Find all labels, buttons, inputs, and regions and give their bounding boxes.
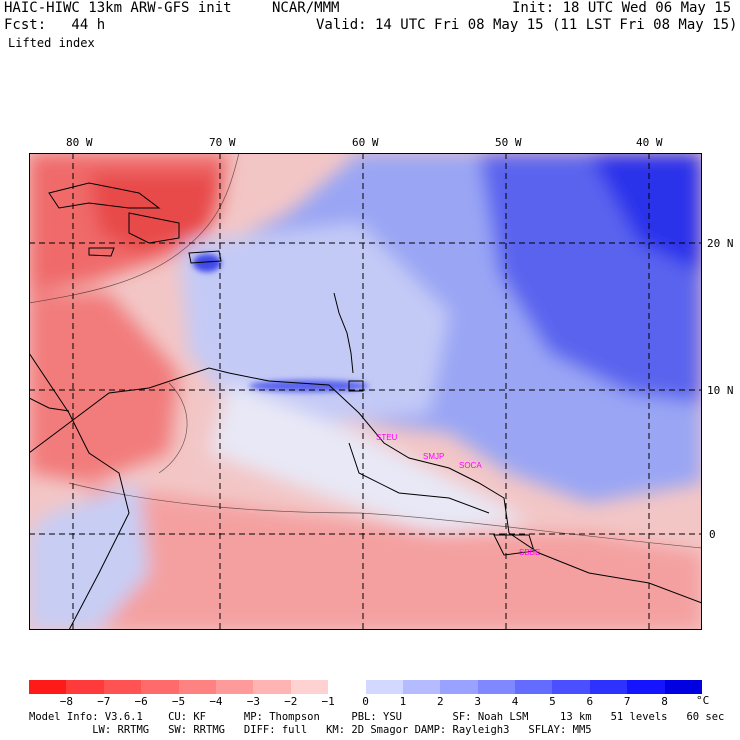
field-name: Lifted index [8, 36, 95, 50]
station-sbbe: SBBE [519, 548, 540, 557]
colorbar-swatch [215, 680, 254, 694]
colorbar-tick-label: 4 [511, 695, 519, 708]
colorbar-tick-label: −7 [97, 695, 111, 708]
colorbar-tick-label: 7 [623, 695, 631, 708]
lon-label-60w: 60 W [352, 136, 379, 149]
colorbar-swatch [402, 680, 441, 694]
lon-label-70w: 70 W [209, 136, 236, 149]
neutral-band [209, 383, 529, 533]
colorbar-swatch [290, 680, 329, 694]
colorbar-tick-label: −2 [284, 695, 298, 708]
colorbar-swatch [515, 680, 553, 694]
panama-coastline [29, 397, 70, 412]
colorbar-tick-label: −4 [209, 695, 223, 708]
lon-label-50w: 50 W [495, 136, 522, 149]
weak-stable-band [179, 223, 449, 423]
puerto-rico-coastline [188, 250, 222, 264]
colorbar-swatch [66, 680, 105, 694]
forecast-hour: Fcst: 44 h [4, 17, 106, 33]
lat-label-equator: 0 [709, 528, 716, 541]
colorbar-tick-label: 5 [549, 695, 556, 708]
model-info-line1: Model Info: V3.6.1 CU: KF MP: Thompson P… [29, 711, 725, 723]
colorbar-tick-label: 3 [474, 695, 481, 708]
lat-label-20n: 20 N [707, 237, 734, 250]
colorbar-swatch [365, 680, 404, 694]
colorbar-tick-label: −8 [59, 695, 73, 708]
colorbar-tick-label: −3 [246, 695, 260, 708]
station-soca: SOCA [459, 461, 482, 470]
puerto-rico-stable-patch [193, 254, 221, 272]
colorbar-tick-label: 2 [436, 695, 444, 708]
graticule [29, 153, 702, 630]
colorbar-swatch [440, 680, 479, 694]
amazon-unstable-region [69, 483, 702, 630]
colorbar-swatch [103, 680, 142, 694]
colorbar-tick-label: 0 [362, 695, 369, 708]
cuba-coastline [48, 182, 161, 209]
organization-label: NCAR/MMM [272, 0, 340, 16]
trinidad-coastline [348, 380, 364, 392]
colorbar-swatch [178, 680, 217, 694]
central-america-coastline [29, 352, 130, 630]
colorbar-swatch [253, 680, 292, 694]
colorbar-tick-label: 8 [661, 695, 668, 708]
jamaica-coastline [88, 247, 115, 257]
map-frame [29, 153, 702, 630]
colorbar-tick-label: 1 [399, 695, 407, 708]
station-smjp: SMJP [423, 452, 444, 461]
colorbar-swatch [477, 680, 516, 694]
lat-label-10n: 10 N [707, 384, 734, 397]
colorbar-swatch [328, 680, 366, 694]
station-steu: STEU [376, 433, 398, 442]
coastlines [29, 182, 702, 630]
plot-title: HAIC-HIWC 13km ARW-GFS init [4, 0, 232, 16]
amazon-delta-coastline [493, 534, 535, 556]
colorbar-tick-label: −6 [134, 695, 148, 708]
colorbar-swatch [627, 680, 666, 694]
lon-label-40w: 40 W [636, 136, 663, 149]
colorbar-swatch [141, 680, 180, 694]
colorbar [29, 680, 703, 694]
lon-label-80w: 80 W [66, 136, 93, 149]
hispaniola-coastline [128, 212, 180, 244]
init-time: Init: 18 UTC Wed 06 May 15 [512, 0, 732, 16]
colorbar-swatch [552, 680, 591, 694]
lesser-antilles-coastline [333, 292, 354, 374]
model-info-line2: LW: RRTMG SW: RRTMG DIFF: full KM: 2D Sm… [29, 724, 592, 736]
pacific-neutral-region [29, 483, 149, 630]
valid-time: Valid: 14 UTC Fri 08 May 15 (11 LST Fri … [316, 17, 738, 33]
colorbar-unit: °C [696, 694, 710, 707]
colorbar-tick-label: −5 [171, 695, 186, 708]
central-america-unstable-region [29, 293, 179, 483]
colorbar-swatch [29, 680, 67, 694]
colorbar-tick-label: 6 [586, 695, 594, 708]
colorbar-swatch [664, 680, 703, 694]
colorbar-tick-label: −1 [321, 695, 335, 708]
guianas-border [348, 442, 490, 514]
north-coast-stable-streak [249, 380, 369, 392]
hispaniola-unstable-core [89, 173, 219, 253]
colorbar-swatch [589, 680, 628, 694]
lifted-index-map: STEU SMJP SOCA SBBE [29, 153, 702, 630]
